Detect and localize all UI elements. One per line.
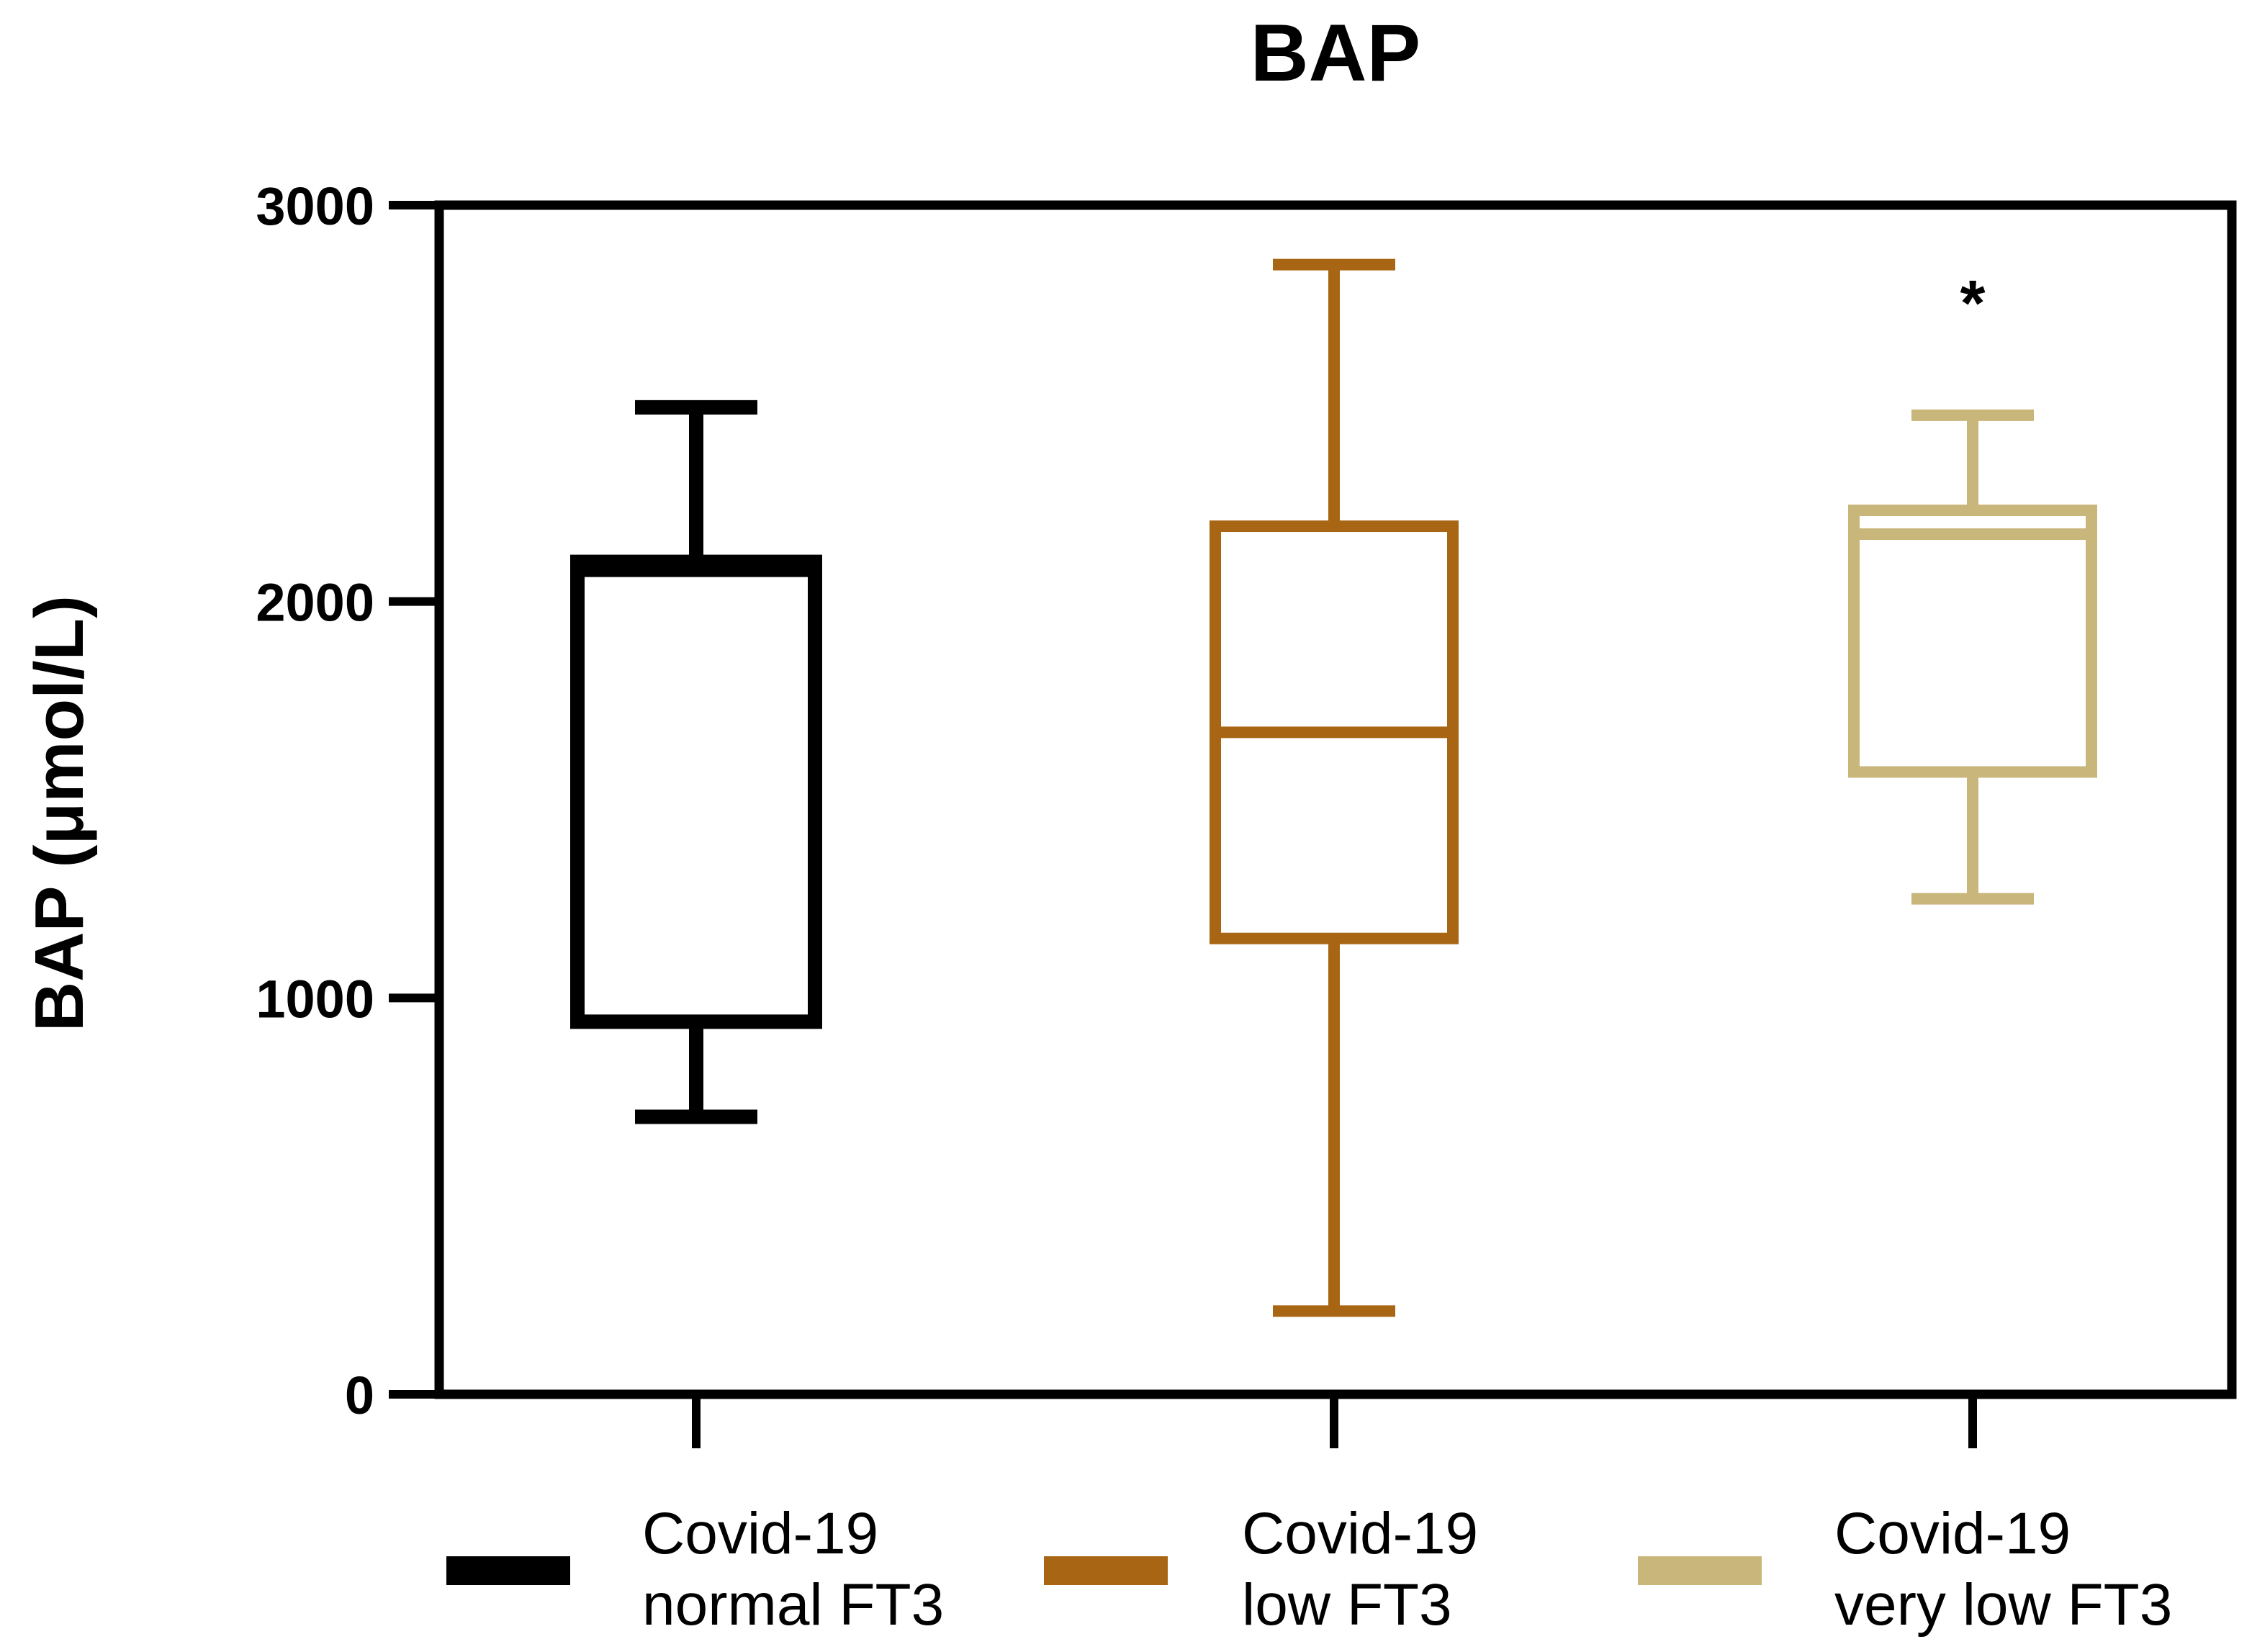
iqr-box	[1848, 505, 2097, 778]
legend-swatch	[1638, 1556, 1762, 1585]
box-group-1	[570, 400, 822, 1124]
legend-label-line1: Covid-19	[642, 1501, 878, 1566]
y-tick-label-1000: 1000	[256, 969, 374, 1029]
legend-label-line2: normal FT3	[642, 1572, 944, 1638]
box-group-2	[1210, 258, 1459, 1317]
legend-label-line2: very low FT3	[1834, 1572, 2172, 1638]
legend-label-line1: Covid-19	[1834, 1501, 2071, 1566]
y-axis-label: BAP (μmol/L)	[21, 595, 98, 1032]
chart-title: BAP	[1251, 8, 1420, 98]
legend-label-line1: Covid-19	[1242, 1501, 1478, 1566]
y-tick-label-2000: 2000	[256, 573, 374, 633]
iqr-box	[570, 554, 822, 1029]
plot-area: 0 1000 2000 3000	[256, 176, 2237, 1448]
y-tick-label-0: 0	[345, 1366, 374, 1425]
legend-label-line2: low FT3	[1242, 1572, 1452, 1638]
box-group-3	[1848, 409, 2097, 905]
significance-asterisk: *	[1960, 268, 1985, 340]
y-tick-label-3000: 3000	[256, 176, 374, 236]
legend-swatch	[446, 1556, 570, 1585]
legend-swatch	[1044, 1556, 1168, 1585]
